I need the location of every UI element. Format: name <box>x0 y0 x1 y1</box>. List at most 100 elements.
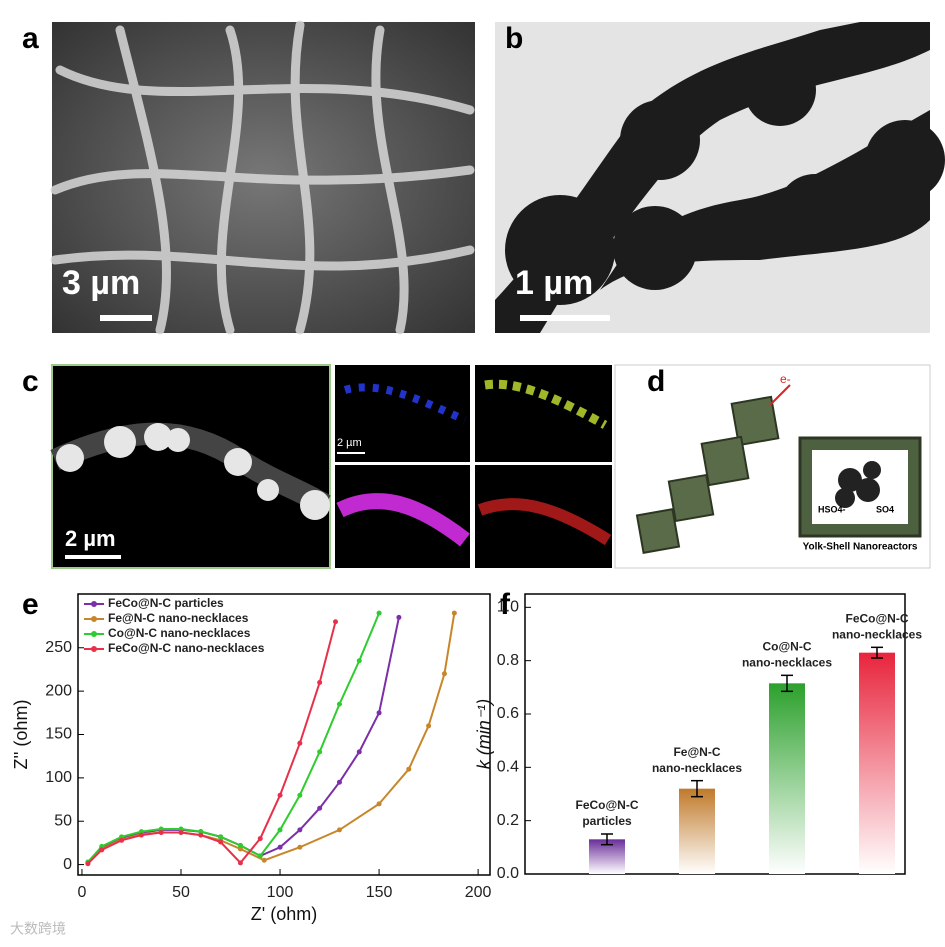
scale-bar <box>337 452 365 454</box>
data-point <box>441 671 447 677</box>
electron-arrow <box>769 384 791 406</box>
necklace <box>50 422 331 515</box>
data-point <box>119 837 125 843</box>
yolk-shell-chain <box>635 395 780 554</box>
data-point <box>317 805 323 811</box>
data-point <box>336 827 342 833</box>
data-point <box>277 827 283 833</box>
x-tick-label: 0 <box>78 884 87 901</box>
scale-bar <box>100 315 152 321</box>
data-point <box>336 779 342 785</box>
data-point <box>333 619 338 625</box>
y-axis-label: Z'' (ohm) <box>11 700 31 770</box>
data-point <box>336 701 342 707</box>
caption: Yolk-Shell Nanoreactors <box>803 542 918 553</box>
x-tick-label: 150 <box>366 884 393 901</box>
scale-bar-label: 3 µm <box>62 264 140 302</box>
necklaces <box>495 22 945 333</box>
error-bar <box>691 779 703 798</box>
data-point <box>451 610 457 616</box>
data-point <box>158 826 164 832</box>
scale-bar-label: 2 µm <box>337 437 362 449</box>
fe-signal <box>343 383 467 424</box>
y-tick-label: 0.6 <box>497 705 519 722</box>
error-bar <box>871 646 883 659</box>
legend-marker <box>91 616 97 622</box>
ion-label: HSO4- <box>818 504 846 514</box>
y-tick-label: 200 <box>45 682 72 699</box>
data-point <box>178 826 184 832</box>
panel-label: c <box>22 365 39 398</box>
legend-label: FeCo@N-C particles <box>108 596 224 610</box>
legend-label: FeCo@N-C nano-necklaces <box>108 641 265 655</box>
data-point <box>158 830 164 836</box>
data-point <box>198 829 204 835</box>
panel-label: b <box>505 22 523 55</box>
error-bar <box>781 674 793 693</box>
data-point <box>396 614 402 620</box>
y-tick-label: 0.0 <box>497 865 519 882</box>
data-point <box>178 830 184 836</box>
co-signal <box>484 379 608 429</box>
map-c <box>335 465 470 568</box>
fibers <box>50 20 475 335</box>
bar <box>679 788 715 874</box>
data-point <box>257 853 263 859</box>
map-co <box>475 365 612 462</box>
data-point <box>376 710 382 716</box>
data-point <box>297 792 303 798</box>
y-axis-label: k (min⁻¹) <box>474 699 494 770</box>
legend-marker <box>91 646 97 652</box>
panel-label: e <box>22 588 39 621</box>
data-point <box>119 834 125 840</box>
data-point <box>237 843 243 849</box>
legend-label: Fe@N-C nano-necklaces <box>108 611 249 625</box>
category-label: nano-necklaces <box>652 761 742 775</box>
bar <box>859 652 895 874</box>
series-line <box>87 621 337 865</box>
panel-label: d <box>647 365 665 398</box>
legend-marker <box>91 631 97 637</box>
map-n <box>475 465 612 568</box>
data-point <box>138 829 144 835</box>
data-point <box>237 846 243 852</box>
data-point <box>317 679 323 685</box>
haadf-image <box>51 364 331 569</box>
panel-label: a <box>22 22 39 55</box>
ion-label: SO4 <box>876 504 894 514</box>
data-point <box>277 844 283 850</box>
category-label: nano-necklaces <box>832 628 922 642</box>
y-tick-label: 0.8 <box>497 652 519 669</box>
series-line <box>87 612 381 863</box>
y-tick-label: 0.2 <box>497 812 519 829</box>
scale-bar <box>65 555 121 559</box>
category-label: Fe@N-C <box>673 745 720 759</box>
legend-label: Co@N-C nano-necklaces <box>108 626 251 640</box>
category-label: FeCo@N-C <box>845 612 908 626</box>
error-bar <box>601 833 613 846</box>
data-point <box>297 740 303 746</box>
data-point <box>237 860 243 866</box>
panel-label: f <box>500 588 511 621</box>
scale-bar <box>520 315 610 321</box>
data-point <box>406 766 412 772</box>
yolk <box>835 461 881 508</box>
data-point <box>218 834 224 840</box>
x-tick-label: 200 <box>465 884 492 901</box>
x-tick-label: 50 <box>172 884 190 901</box>
legend-marker <box>91 601 97 607</box>
data-point <box>297 827 303 833</box>
y-tick-label: 0.4 <box>497 759 519 776</box>
data-point <box>277 792 283 798</box>
data-point <box>426 723 432 729</box>
x-tick-label: 100 <box>267 884 294 901</box>
scale-bar-label: 1 µm <box>515 264 593 302</box>
data-point <box>297 844 303 850</box>
data-point <box>99 843 105 849</box>
data-point <box>356 658 362 664</box>
y-tick-label: 0 <box>63 856 72 873</box>
particles <box>56 423 330 520</box>
scale-bar-label: 2 µm <box>65 526 116 551</box>
category-label: nano-necklaces <box>742 656 832 670</box>
